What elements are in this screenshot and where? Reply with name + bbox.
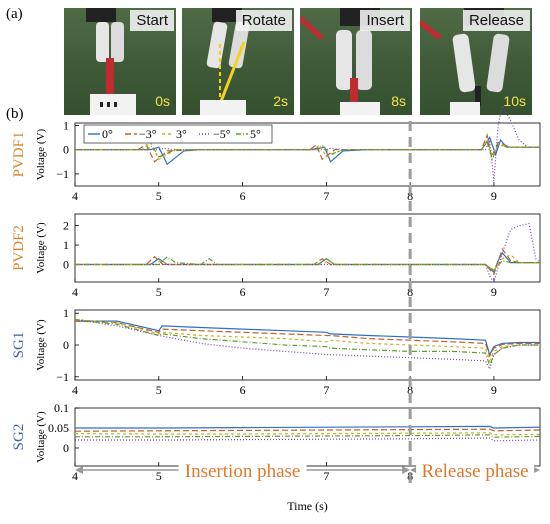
plot-frame-sg1 [74, 309, 541, 381]
y-tick-label: 0 [63, 338, 69, 352]
stage-label-insert: Insert [360, 10, 410, 31]
series-line-pvdf1-0 [75, 136, 540, 166]
phase-label: Insertion phase [185, 461, 301, 482]
arrowhead-left-icon [75, 466, 83, 474]
series-line-pvdf1-4 [75, 141, 540, 162]
series-line-sg2-4 [75, 434, 541, 438]
legend-box [83, 124, 273, 144]
photo-release: Release 10s [420, 8, 532, 115]
x-tick-label: 8 [407, 383, 413, 397]
series-line-pvdf2-0 [75, 251, 540, 274]
x-tick-label: 6 [240, 285, 246, 299]
x-tick-label: 7 [323, 189, 329, 203]
x-tick-label: 9 [491, 285, 497, 299]
x-tick-label: 7 [323, 285, 329, 299]
series-line-sg2-3 [75, 437, 541, 442]
y-tick-label: 0 [63, 143, 69, 157]
phase-label-background [416, 458, 535, 482]
y-axis-label: Voltage (V) [35, 222, 47, 274]
x-tick-label: 4 [72, 383, 78, 397]
stage-label-release: Release [462, 10, 530, 31]
series-line-pvdf2-2 [75, 254, 540, 272]
series-line-sg1-0 [75, 320, 540, 357]
photo-start: Start 0s [64, 8, 176, 115]
x-axis-label: Time (s) [287, 499, 328, 513]
subplot-label-pvdf1: PVDF1 [11, 132, 27, 178]
y-tick-label: −1 [56, 370, 69, 384]
y-tick-label: 0 [63, 258, 69, 272]
y-axis-label: Voltage (V) [35, 128, 47, 180]
x-tick-label: 6 [240, 383, 246, 397]
subplot-label-sg2: SG2 [11, 424, 27, 451]
series-line-sg2-2 [74, 432, 541, 436]
phase-label: Release phase [422, 461, 529, 482]
series-line-pvdf2-3 [75, 222, 541, 284]
stage-label-start: Start [130, 10, 174, 31]
y-tick-label: 0.1 [54, 401, 69, 415]
legend-entry: −5° [213, 127, 231, 141]
y-tick-label: 0.05 [48, 421, 69, 435]
arrowhead-right-icon [402, 466, 411, 474]
robot-gripper-illustration [200, 8, 250, 115]
legend-entry: 5° [250, 127, 261, 141]
x-tick-label: 8 [407, 189, 413, 203]
subplot-label-sg1: SG1 [11, 332, 27, 359]
time-label-start: 0s [155, 93, 170, 109]
x-tick-label: 5 [156, 189, 162, 203]
y-tick-label: 2 [63, 219, 69, 233]
y-tick-label: 1 [63, 118, 69, 132]
panel-b-label: (b) [6, 106, 24, 122]
photo-rotate: Rotate 2s [182, 8, 294, 115]
x-tick-label: 6 [240, 189, 246, 203]
x-tick-label: 9 [491, 383, 497, 397]
x-tick-label: 4 [72, 189, 78, 203]
robot-gripper-illustration [86, 8, 136, 115]
panel-a-label: (a) [6, 6, 23, 22]
series-line-pvdf1-3 [75, 104, 540, 182]
y-tick-label: 1 [63, 306, 69, 320]
plot-frame-pvdf1 [74, 122, 541, 187]
y-tick-label: 1 [63, 238, 69, 252]
x-tick-label: 5 [156, 285, 162, 299]
x-tick-label: 5 [156, 383, 162, 397]
plot-frame-sg2 [74, 407, 541, 467]
series-line-sg2-0 [75, 425, 541, 429]
x-tick-label: 5 [156, 469, 162, 483]
time-label-insert: 8s [391, 93, 406, 109]
series-line-pvdf2-1 [75, 247, 540, 276]
y-axis-label: Voltage (V) [35, 319, 47, 371]
legend-entry: 3° [176, 127, 187, 141]
series-line-sg1-2 [74, 318, 540, 363]
subplot-label-pvdf2: PVDF2 [11, 225, 27, 271]
time-label-rotate: 2s [273, 93, 288, 109]
time-label-release: 10s [503, 93, 526, 109]
series-line-pvdf2-4 [75, 255, 540, 272]
photo-insert: Insert 8s [300, 8, 412, 115]
series-line-sg1-4 [74, 318, 540, 368]
x-tick-label: 8 [407, 285, 413, 299]
x-tick-label: 7 [323, 469, 329, 483]
x-tick-label: 4 [72, 285, 78, 299]
x-tick-label: 7 [323, 383, 329, 397]
y-axis-label: Voltage (V) [35, 411, 47, 463]
legend-entry: −3° [139, 127, 157, 141]
x-tick-label: 4 [72, 469, 78, 483]
series-line-pvdf1-1 [75, 132, 540, 163]
plot-frame-pvdf2 [74, 213, 541, 283]
series-line-sg2-1 [74, 428, 541, 432]
phase-label-background [178, 458, 307, 482]
legend-entry: 0° [102, 127, 113, 141]
y-tick-label: −1 [56, 167, 69, 181]
stage-label-rotate: Rotate [235, 10, 292, 31]
series-line-sg1-1 [74, 320, 540, 358]
x-tick-label: 9 [491, 189, 497, 203]
y-tick-label: 0 [63, 441, 69, 455]
